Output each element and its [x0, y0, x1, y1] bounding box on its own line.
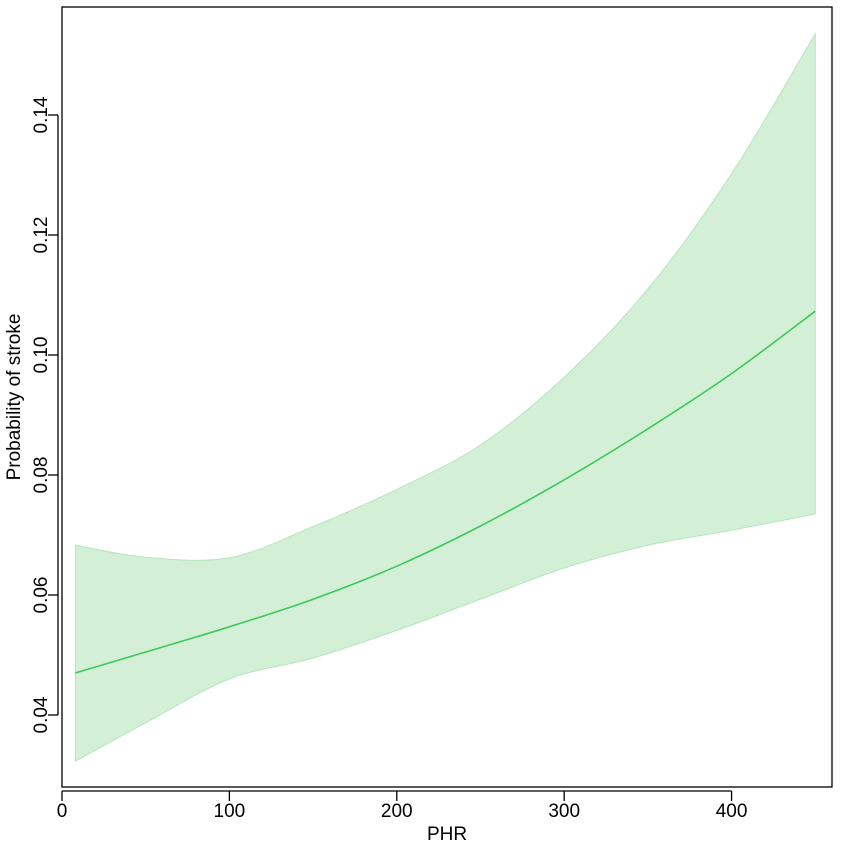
x-tick-label: 300: [548, 801, 580, 822]
y-axis-label: Probability of stroke: [4, 314, 25, 481]
plot-frame: [61, 6, 833, 788]
y-tick-label: 0.04: [31, 696, 52, 733]
y-tick-label: 0.10: [31, 337, 52, 374]
fitted-line: [75, 310, 816, 674]
y-tick-label: 0.06: [31, 577, 52, 614]
y-axis: 0.04 0.06 0.08 0.10 0.12 0.14: [31, 96, 59, 733]
confidence-band: [74, 32, 816, 763]
y-tick-label: 0.08: [31, 457, 52, 494]
x-tick-label: 200: [381, 801, 413, 822]
line-layer: [75, 310, 816, 674]
x-axis: 0 100 200 300 400: [57, 790, 748, 822]
y-tick-label: 0.14: [31, 96, 52, 133]
x-axis-label: PHR: [427, 824, 467, 845]
x-tick-label: 400: [716, 801, 748, 822]
confidence-band-layer: [74, 32, 816, 763]
x-tick-label: 100: [214, 801, 246, 822]
x-tick-label: 0: [57, 801, 68, 822]
y-tick-label: 0.12: [31, 217, 52, 254]
